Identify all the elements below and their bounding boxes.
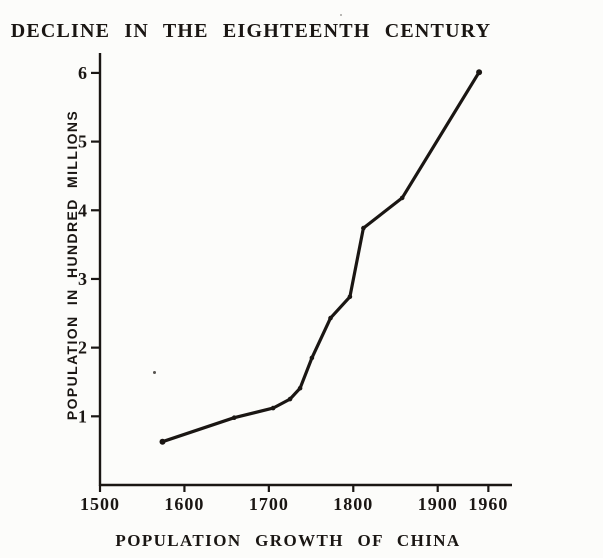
x-tick-label: 1800: [333, 494, 373, 514]
y-tick-label: 6: [78, 63, 88, 83]
data-point-marker: [297, 385, 303, 391]
x-tick-label: 1500: [80, 494, 120, 514]
data-point-marker: [361, 225, 366, 231]
scan-speck: [340, 14, 342, 16]
data-point-marker: [159, 438, 166, 445]
x-tick-label: 1900: [418, 494, 458, 514]
y-tick-label: 1: [78, 406, 88, 426]
x-tick-label: 1700: [249, 494, 289, 514]
data-point-marker: [476, 69, 483, 76]
data-point-marker: [328, 315, 333, 321]
data-point-marker: [270, 405, 276, 411]
x-axis-caption: POPULATION GROWTH OF CHINA: [115, 531, 461, 550]
x-tick-label: 1960: [468, 494, 508, 514]
data-point-marker: [309, 355, 315, 361]
chart-title: DECLINE IN THE EIGHTEENTH CENTURY: [10, 20, 492, 42]
data-point-marker: [287, 396, 293, 402]
data-point-marker: [347, 294, 353, 300]
data-point-marker: [231, 415, 237, 421]
data-point-marker: [399, 195, 405, 201]
y-tick-label: 4: [78, 200, 88, 220]
y-tick-label: 3: [78, 269, 88, 289]
x-tick-label: 1600: [164, 494, 204, 514]
population-line: [160, 70, 481, 444]
y-tick-label: 5: [78, 132, 88, 152]
y-tick-label: 2: [78, 338, 88, 358]
scan-speck: [153, 371, 156, 374]
